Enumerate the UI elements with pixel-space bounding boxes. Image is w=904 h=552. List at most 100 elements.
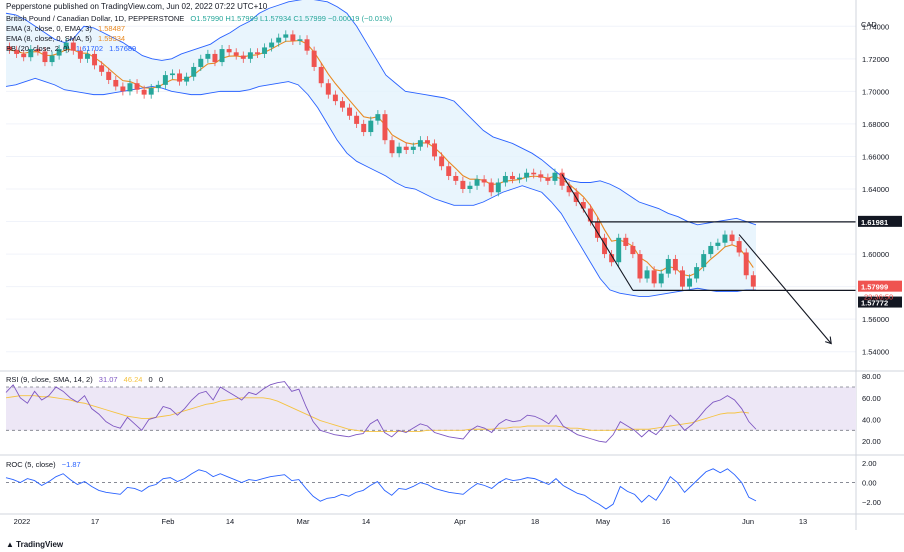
ema-label[interactable]: EMA (3, close, 0, EMA, 3) xyxy=(6,24,92,33)
ema-legend: EMA (3, close, 0, EMA, 3) 1.58487 xyxy=(6,24,396,34)
y-tick-label: 1.66000 xyxy=(862,152,889,161)
candle xyxy=(651,270,657,284)
x-tick-label: 16 xyxy=(662,517,670,526)
trend-arrow xyxy=(738,234,832,344)
candle xyxy=(446,166,452,176)
candle xyxy=(198,58,204,67)
upper-level-label: 1.61981 xyxy=(861,218,888,227)
candle xyxy=(276,37,282,43)
candle xyxy=(311,50,317,67)
candle xyxy=(694,267,700,279)
candle xyxy=(113,79,119,87)
roc-tick-label: 2.00 xyxy=(862,459,877,468)
candle xyxy=(177,73,183,82)
candle xyxy=(42,51,48,63)
candle xyxy=(545,177,551,181)
x-tick-label: Feb xyxy=(162,517,175,526)
candle xyxy=(297,39,303,41)
bb-legend: BB (20, close, 2, 0) 1.61702 1.57689 xyxy=(6,44,396,54)
candle xyxy=(580,202,586,209)
candle xyxy=(63,42,69,50)
symbol-title[interactable]: British Pound / Canadian Dollar, 1D, PEP… xyxy=(6,14,185,23)
tv-logo-icon: ▲ xyxy=(6,540,14,549)
ema-line xyxy=(9,39,754,277)
candle xyxy=(155,84,161,89)
upper-level-label-bg xyxy=(858,215,902,227)
candle xyxy=(467,185,473,189)
rsi-tick-label: 60.00 xyxy=(862,394,881,403)
roc-legend: ROC (5, close) −1.87 xyxy=(6,460,85,470)
candle xyxy=(262,47,268,54)
candle xyxy=(99,65,105,72)
candle xyxy=(481,179,487,183)
candle xyxy=(304,39,310,51)
ohlc-values: O1.57990 H1.57999 L1.57934 C1.57999 −0.0… xyxy=(190,14,393,23)
candle xyxy=(77,50,83,59)
x-tick-label: 14 xyxy=(362,517,370,526)
rsi-label[interactable]: RSI (9, close, SMA, 14, 2) xyxy=(6,375,93,384)
candle xyxy=(517,177,523,180)
bb-label[interactable]: BB (20, close, 2, 0) xyxy=(6,44,70,53)
candle xyxy=(736,241,742,253)
y-tick-label: 1.56000 xyxy=(862,315,889,324)
candle xyxy=(347,107,353,116)
candle xyxy=(722,234,728,243)
roc-tick-label: −2.00 xyxy=(862,498,881,507)
candle xyxy=(502,175,508,183)
candle xyxy=(361,123,367,133)
candle xyxy=(602,237,608,255)
sma-label[interactable]: EMA (8, close, 0, SMA, 5) xyxy=(6,34,92,43)
tradingview-logo[interactable]: ▲ TradingView xyxy=(6,540,63,549)
rsi-extra-2: 0 xyxy=(158,375,163,384)
candle xyxy=(495,182,501,193)
candle xyxy=(382,114,388,141)
rsi-line xyxy=(5,381,757,443)
candle xyxy=(403,146,409,150)
candle xyxy=(531,172,537,175)
candle xyxy=(354,115,360,124)
rsi-ma-line xyxy=(5,395,749,432)
candle xyxy=(106,71,112,80)
roc-tick-label: 0.00 xyxy=(862,479,877,488)
candle xyxy=(679,270,685,287)
candle xyxy=(35,49,41,52)
candle xyxy=(701,254,707,268)
candle xyxy=(743,252,749,276)
candle xyxy=(240,55,246,59)
currency-label: CAD xyxy=(861,20,877,29)
lower-level-label-bg xyxy=(858,296,902,308)
trend-line-1 xyxy=(561,174,634,291)
roc-label[interactable]: ROC (5, close) xyxy=(6,460,56,469)
candle xyxy=(552,172,558,181)
candle xyxy=(226,49,232,53)
x-tick-label: 18 xyxy=(531,517,539,526)
x-tick-label: May xyxy=(596,517,610,526)
candle xyxy=(21,53,27,58)
candle xyxy=(566,185,572,193)
tv-brand: TradingView xyxy=(16,540,64,549)
rsi-band xyxy=(6,387,856,431)
candle xyxy=(184,76,190,82)
candle xyxy=(396,146,402,154)
candle xyxy=(49,55,55,63)
x-tick-label: Mar xyxy=(297,517,310,526)
candle xyxy=(283,34,289,38)
candle xyxy=(474,179,480,186)
candle xyxy=(616,237,622,263)
candle xyxy=(212,53,218,63)
candle xyxy=(439,156,445,167)
symbol-line: British Pound / Canadian Dollar, 1D, PEP… xyxy=(6,14,396,24)
candle xyxy=(169,73,175,76)
x-tick-label: 2022 xyxy=(14,517,31,526)
candle xyxy=(269,42,275,48)
candle xyxy=(7,46,13,50)
current-price-label-bg xyxy=(858,280,902,292)
sma-value: 1.59334 xyxy=(97,34,126,43)
candle xyxy=(644,270,650,279)
rsi-tick-label: 80.00 xyxy=(862,372,881,381)
candle xyxy=(205,53,211,59)
y-tick-label: 1.74000 xyxy=(862,22,889,31)
sma-legend: EMA (8, close, 0, SMA, 5) 1.59334 xyxy=(6,34,396,44)
candle xyxy=(453,175,459,181)
